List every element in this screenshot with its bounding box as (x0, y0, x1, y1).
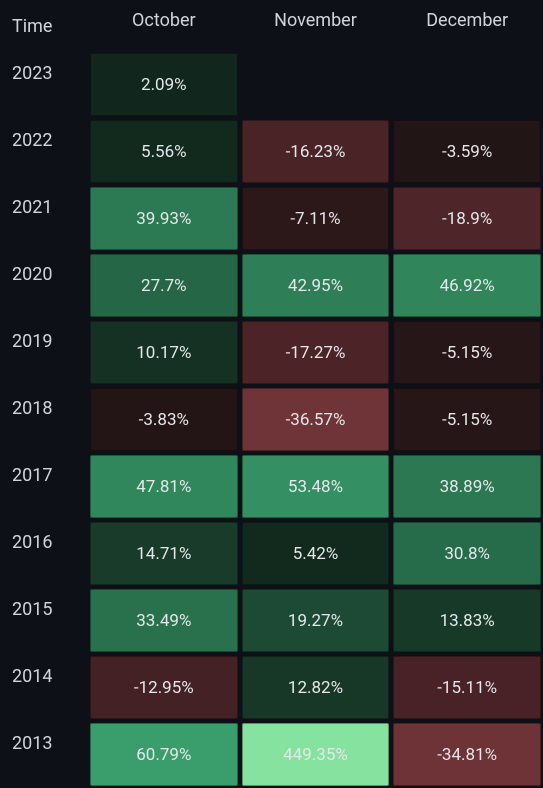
cell-wrap: 19.27% (240, 587, 392, 654)
heatmap-cell: -36.57% (242, 388, 390, 451)
heatmap-cell: -3.59% (393, 120, 541, 183)
cell-wrap: 46.92% (391, 252, 543, 319)
cell-wrap: 5.56% (88, 118, 240, 185)
heatmap-cell: 33.49% (90, 589, 238, 652)
heatmap-cell (242, 53, 390, 116)
year-label: 2015 (0, 587, 88, 654)
cell-wrap: 30.8% (391, 520, 543, 587)
cell-wrap (240, 51, 392, 118)
heatmap-cell: -5.15% (393, 321, 541, 384)
year-label: 2023 (0, 51, 88, 118)
year-label: 2014 (0, 654, 88, 721)
header-col-november: November (240, 0, 392, 51)
cell-wrap: -12.95% (88, 654, 240, 721)
year-label: 2022 (0, 118, 88, 185)
cell-wrap: 39.93% (88, 185, 240, 252)
cell-wrap: 10.17% (88, 319, 240, 386)
heatmap-cell: 30.8% (393, 522, 541, 585)
cell-wrap: -16.23% (240, 118, 392, 185)
header-time: Time (0, 0, 88, 51)
cell-wrap: 47.81% (88, 453, 240, 520)
cell-wrap: 13.83% (391, 587, 543, 654)
heatmap-cell: -17.27% (242, 321, 390, 384)
cell-wrap: -17.27% (240, 319, 392, 386)
heatmap-cell: 38.89% (393, 455, 541, 518)
heatmap-cell: -12.95% (90, 656, 238, 719)
year-label: 2021 (0, 185, 88, 252)
heatmap-cell: -16.23% (242, 120, 390, 183)
year-label: 2017 (0, 453, 88, 520)
year-label: 2016 (0, 520, 88, 587)
heatmap-cell: -5.15% (393, 388, 541, 451)
cell-wrap: 449.35% (240, 721, 392, 788)
cell-wrap: 27.7% (88, 252, 240, 319)
cell-wrap: -7.11% (240, 185, 392, 252)
cell-wrap: -3.59% (391, 118, 543, 185)
cell-wrap: 33.49% (88, 587, 240, 654)
cell-wrap: -5.15% (391, 386, 543, 453)
heatmap-cell: 449.35% (242, 723, 390, 786)
heatmap-cell: 5.42% (242, 522, 390, 585)
heatmap-cell: 12.82% (242, 656, 390, 719)
heatmap-cell: 10.17% (90, 321, 238, 384)
cell-wrap: -3.83% (88, 386, 240, 453)
cell-wrap: 5.42% (240, 520, 392, 587)
cell-wrap: -34.81% (391, 721, 543, 788)
heatmap-cell: 53.48% (242, 455, 390, 518)
cell-wrap (391, 51, 543, 118)
heatmap-cell: 39.93% (90, 187, 238, 250)
cell-wrap: 60.79% (88, 721, 240, 788)
heatmap-cell: -18.9% (393, 187, 541, 250)
heatmap-cell: -7.11% (242, 187, 390, 250)
cell-wrap: 12.82% (240, 654, 392, 721)
heatmap-cell: 14.71% (90, 522, 238, 585)
header-col-december: December (391, 0, 543, 51)
cell-wrap: 38.89% (391, 453, 543, 520)
heatmap-cell: 2.09% (90, 53, 238, 116)
heatmap-cell: 19.27% (242, 589, 390, 652)
heatmap-cell: 47.81% (90, 455, 238, 518)
year-label: 2013 (0, 721, 88, 788)
heatmap-cell: 27.7% (90, 254, 238, 317)
heatmap-cell: 60.79% (90, 723, 238, 786)
cell-wrap: -5.15% (391, 319, 543, 386)
cell-wrap: 53.48% (240, 453, 392, 520)
year-label: 2018 (0, 386, 88, 453)
heatmap-cell: 13.83% (393, 589, 541, 652)
heatmap-cell: -3.83% (90, 388, 238, 451)
cell-wrap: 42.95% (240, 252, 392, 319)
heatmap-cell: -15.11% (393, 656, 541, 719)
heatmap-cell: -34.81% (393, 723, 541, 786)
heatmap-cell (393, 53, 541, 116)
cell-wrap: 2.09% (88, 51, 240, 118)
header-col-october: October (88, 0, 240, 51)
heatmap-cell: 46.92% (393, 254, 541, 317)
year-label: 2019 (0, 319, 88, 386)
cell-wrap: -15.11% (391, 654, 543, 721)
heatmap-table: Time October November December 20232.09%… (0, 0, 543, 788)
year-label: 2020 (0, 252, 88, 319)
cell-wrap: 14.71% (88, 520, 240, 587)
cell-wrap: -18.9% (391, 185, 543, 252)
heatmap-cell: 5.56% (90, 120, 238, 183)
cell-wrap: -36.57% (240, 386, 392, 453)
heatmap-cell: 42.95% (242, 254, 390, 317)
